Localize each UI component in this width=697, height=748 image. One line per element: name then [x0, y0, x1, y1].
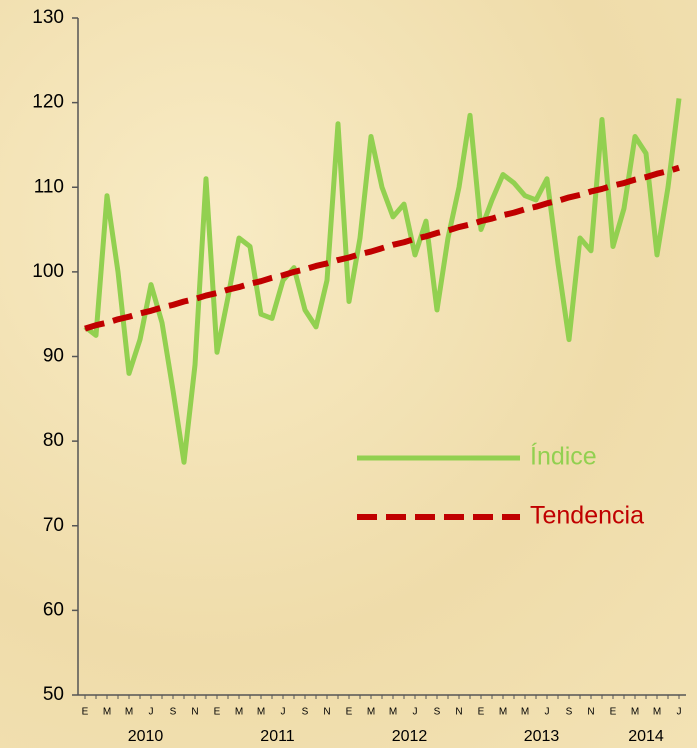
x-tick-label: N — [191, 707, 198, 718]
year-label: 2013 — [524, 728, 560, 745]
year-label: 2014 — [628, 728, 664, 745]
y-tick-label: 50 — [43, 684, 64, 705]
series-line — [83, 98, 682, 465]
x-tick-label: M — [499, 707, 507, 718]
x-tick-label: E — [82, 707, 89, 718]
x-tick-label: E — [610, 707, 617, 718]
x-tick-label: M — [103, 707, 111, 718]
y-tick-label: 120 — [32, 92, 64, 113]
y-tick-label: 80 — [43, 430, 64, 451]
y-tick-label: 90 — [43, 346, 64, 367]
x-tick-label: S — [566, 707, 573, 718]
x-tick-label: M — [125, 707, 133, 718]
year-label: 2010 — [128, 728, 164, 745]
y-tick-label: 100 — [32, 261, 64, 282]
x-tick-label: N — [455, 707, 462, 718]
x-tick-label: N — [587, 707, 594, 718]
x-tick-label: M — [367, 707, 375, 718]
x-tick-label: S — [302, 707, 309, 718]
x-tick-label: M — [521, 707, 529, 718]
legend-label: Tendencia — [530, 502, 644, 530]
x-tick-label: J — [149, 707, 154, 718]
year-label: 2012 — [392, 728, 428, 745]
y-tick-label: 70 — [43, 515, 64, 536]
series-line — [84, 164, 680, 332]
x-tick-label: J — [545, 707, 550, 718]
x-tick-label: J — [677, 707, 682, 718]
year-label: 2011 — [260, 728, 295, 745]
legend-label: Índice — [530, 442, 597, 471]
y-tick-label: 60 — [43, 599, 64, 620]
x-tick-label: M — [257, 707, 265, 718]
x-tick-label: J — [281, 707, 286, 718]
x-tick-label: J — [413, 707, 418, 718]
x-tick-label: M — [631, 707, 639, 718]
x-tick-label: M — [389, 707, 397, 718]
x-tick-label: M — [235, 707, 243, 718]
y-tick-label: 130 — [32, 7, 64, 28]
x-tick-label: S — [170, 707, 177, 718]
x-tick-label: S — [434, 707, 441, 718]
x-tick-label: E — [478, 707, 485, 718]
x-tick-label: E — [214, 707, 221, 718]
y-tick-label: 110 — [34, 176, 64, 197]
x-tick-label: M — [653, 707, 661, 718]
x-tick-label: N — [323, 707, 330, 718]
x-tick-label: E — [346, 707, 353, 718]
